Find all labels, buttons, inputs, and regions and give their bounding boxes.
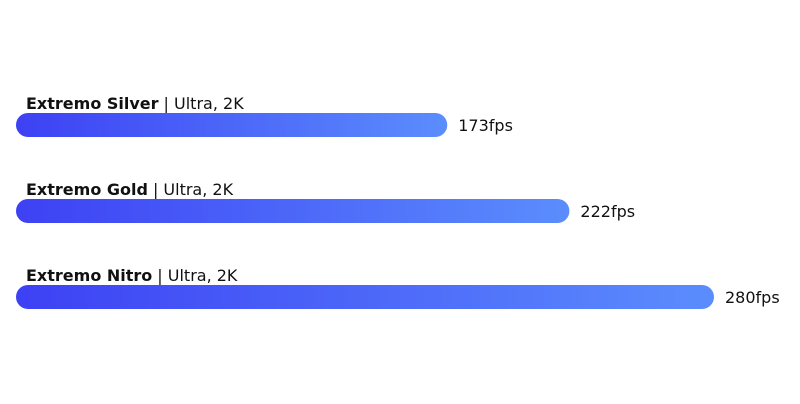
category-name: Extremo Silver [26,94,159,113]
bar [16,285,714,309]
bar-label: Extremo Silver | Ultra, 2K [26,94,244,113]
value-label: 280fps [725,288,780,307]
category-detail: | Ultra, 2K [164,94,245,113]
bar-label: Extremo Gold | Ultra, 2K [26,180,234,199]
bar [16,113,448,137]
category-name: Extremo Gold [26,180,148,199]
bar-label: Extremo Nitro | Ultra, 2K [26,266,238,285]
value-label: 173fps [458,116,513,135]
bar [16,199,570,223]
value-label: 222fps [580,202,635,221]
category-detail: | Ultra, 2K [157,266,238,285]
category-detail: | Ultra, 2K [153,180,234,199]
category-name: Extremo Nitro [26,266,152,285]
